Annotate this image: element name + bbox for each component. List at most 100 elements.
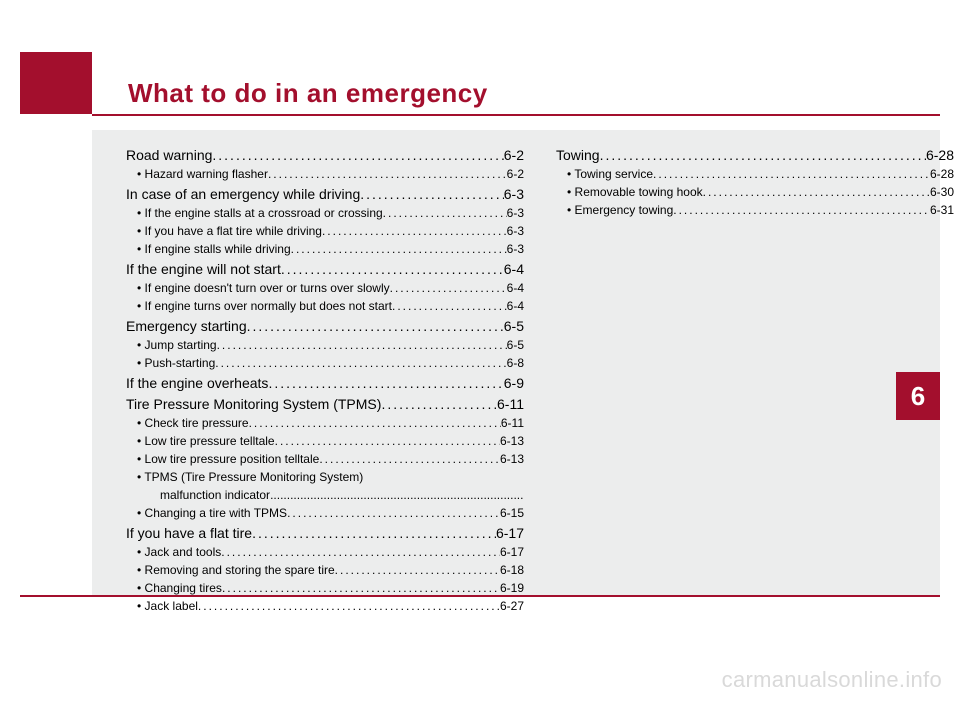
- toc-page-ref: 6-5: [507, 336, 524, 354]
- manual-toc-page: What to do in an emergency Road warning.…: [0, 0, 960, 707]
- toc-entry: If engine stalls while driving..........…: [126, 240, 524, 258]
- toc-entry: TPMS (Tire Pressure Monitoring System): [126, 468, 524, 486]
- toc-label: If the engine stalls at a crossroad or c…: [137, 204, 383, 222]
- toc-entry: If engine doesn't turn over or turns ove…: [126, 279, 524, 297]
- toc-page-ref: 6-11: [501, 414, 524, 432]
- toc-page-ref: 6-3: [507, 222, 524, 240]
- toc-panel: Road warning............................…: [92, 130, 940, 595]
- toc-leader-dots: ........................................…: [390, 279, 507, 297]
- toc-leader-dots: ........................................…: [703, 183, 930, 201]
- toc-page-ref: 6-31: [930, 201, 954, 219]
- toc-page-ref: 6-17: [500, 543, 524, 561]
- toc-label: Low tire pressure telltale: [137, 432, 275, 450]
- toc-page-ref: 6-28: [930, 165, 954, 183]
- header-divider: [92, 114, 940, 116]
- toc-leader-dots: ........................................…: [217, 336, 507, 354]
- toc-leader-dots: ........................................…: [392, 297, 507, 315]
- chapter-tab: 6: [896, 372, 940, 420]
- toc-leader-dots: ........................................…: [249, 414, 501, 432]
- toc-page-ref: 6-11: [497, 394, 524, 414]
- toc-entry: Towing service..........................…: [556, 165, 954, 183]
- page-title: What to do in an emergency: [128, 78, 488, 109]
- toc-leader-dots: ........................................…: [268, 165, 507, 183]
- chapter-number: 6: [911, 381, 925, 412]
- toc-page-ref: 6-2: [507, 165, 524, 183]
- toc-entry: Emergency towing........................…: [556, 201, 954, 219]
- toc-entry: If the engine stalls at a crossroad or c…: [126, 204, 524, 222]
- toc-entry: Low tire pressure telltale..............…: [126, 432, 524, 450]
- toc-label: In case of an emergency while driving: [126, 184, 360, 204]
- toc-leader-dots: ........................................…: [212, 145, 503, 165]
- toc-entry: In case of an emergency while driving...…: [126, 184, 524, 204]
- toc-entry: Towing..................................…: [556, 145, 954, 165]
- toc-label: If engine turns over normally but does n…: [137, 297, 392, 315]
- toc-entry: Hazard warning flasher..................…: [126, 165, 524, 183]
- toc-label: If engine stalls while driving: [137, 240, 291, 258]
- toc-label: Towing: [556, 145, 600, 165]
- toc-leader-dots: ........................................…: [673, 201, 930, 219]
- toc-leader-dots: ........................................…: [275, 432, 500, 450]
- toc-leader-dots: ........................................…: [198, 597, 500, 615]
- toc-label: If you have a flat tire: [126, 523, 252, 543]
- toc-entry: Removable towing hook...................…: [556, 183, 954, 201]
- toc-label: Emergency starting: [126, 316, 247, 336]
- toc-leader-dots: ........................................…: [319, 450, 500, 468]
- toc-entry: Push-starting...........................…: [126, 354, 524, 372]
- toc-leader-dots: ........................................…: [221, 543, 500, 561]
- toc-entry: Emergency starting......................…: [126, 316, 524, 336]
- toc-entry: Jump starting...........................…: [126, 336, 524, 354]
- toc-leader-dots: ........................................…: [600, 145, 926, 165]
- footer-divider: [20, 595, 940, 597]
- toc-leader-dots: ........................................…: [270, 486, 524, 504]
- toc-entry: Changing a tire with TPMS...............…: [126, 504, 524, 522]
- toc-entry: If you have a flat tire while driving...…: [126, 222, 524, 240]
- toc-page-ref: 6-5: [504, 316, 524, 336]
- toc-label: Tire Pressure Monitoring System (TPMS): [126, 394, 381, 414]
- toc-entry: If the engine will not start............…: [126, 259, 524, 279]
- toc-label: Low tire pressure position telltale: [137, 450, 319, 468]
- toc-page-ref: 6-4: [507, 297, 524, 315]
- header-accent-block: [20, 52, 92, 114]
- toc-page-ref: 6-13: [500, 450, 524, 468]
- toc-column-left: Road warning............................…: [126, 144, 524, 615]
- toc-page-ref: 6-8: [507, 354, 524, 372]
- toc-page-ref: 6-2: [504, 145, 524, 165]
- toc-entry: Removing and storing the spare tire.....…: [126, 561, 524, 579]
- toc-label: Hazard warning flasher: [137, 165, 268, 183]
- toc-leader-dots: ........................................…: [287, 504, 500, 522]
- toc-label: If engine doesn't turn over or turns ove…: [137, 279, 390, 297]
- watermark: carmanualsonline.info: [722, 667, 942, 693]
- toc-label: If the engine will not start: [126, 259, 281, 279]
- toc-page-ref: 6-15: [500, 504, 524, 522]
- toc-label: Removable towing hook: [567, 183, 703, 201]
- toc-page-ref: 6-9: [504, 373, 524, 393]
- toc-entry: Jack and tools..........................…: [126, 543, 524, 561]
- toc-column-right: Towing..................................…: [556, 144, 954, 615]
- toc-page-ref: 6-4: [507, 279, 524, 297]
- toc-page-ref: 6-30: [930, 183, 954, 201]
- toc-leader-dots: ........................................…: [247, 316, 504, 336]
- toc-label: Check tire pressure: [137, 414, 249, 432]
- toc-leader-dots: ........................................…: [381, 394, 497, 414]
- toc-page-ref: 6-28: [926, 145, 954, 165]
- toc-entry: Tire Pressure Monitoring System (TPMS)..…: [126, 394, 524, 414]
- toc-entry: Low tire pressure position telltale.....…: [126, 450, 524, 468]
- toc-leader-dots: ........................................…: [322, 222, 507, 240]
- toc-label: malfunction indicator: [160, 486, 270, 504]
- toc-columns: Road warning............................…: [126, 144, 922, 615]
- toc-label: If you have a flat tire while driving: [137, 222, 322, 240]
- toc-label: Push-starting: [137, 354, 215, 372]
- toc-page-ref: 6-13: [500, 432, 524, 450]
- toc-leader-dots: ........................................…: [653, 165, 930, 183]
- toc-label: Jack and tools: [137, 543, 221, 561]
- toc-leader-dots: ........................................…: [252, 523, 496, 543]
- toc-page-ref: 6-3: [507, 204, 524, 222]
- toc-label: If the engine overheats: [126, 373, 268, 393]
- toc-page-ref: 6-4: [504, 259, 524, 279]
- toc-page-ref: 6-3: [504, 184, 524, 204]
- toc-entry-continuation: malfunction indicator ..................…: [126, 486, 524, 504]
- toc-entry: Check tire pressure.....................…: [126, 414, 524, 432]
- toc-entry: If engine turns over normally but does n…: [126, 297, 524, 315]
- toc-page-ref: 6-17: [496, 523, 524, 543]
- toc-entry: If the engine overheats.................…: [126, 373, 524, 393]
